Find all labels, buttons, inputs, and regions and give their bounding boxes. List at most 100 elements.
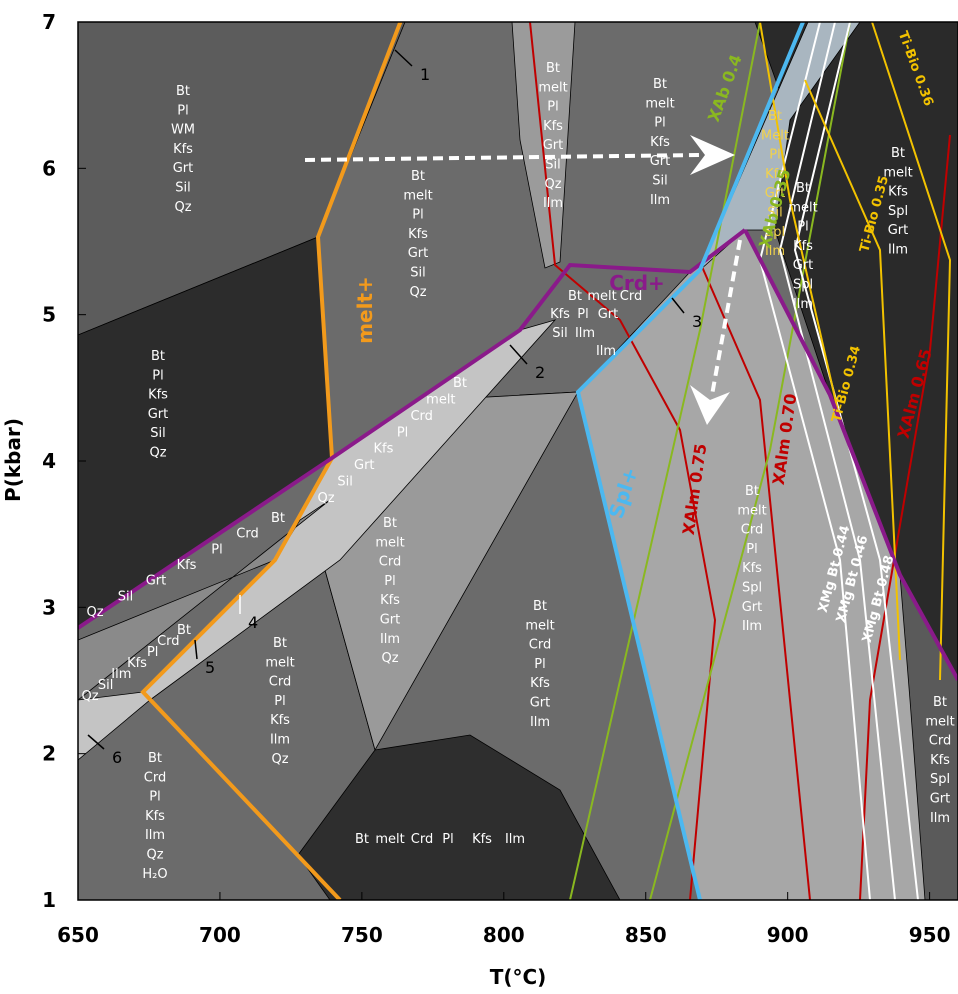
field-label: Spl xyxy=(930,772,950,787)
field-label: Crd xyxy=(379,555,401,570)
x-tick-label: 850 xyxy=(625,923,667,947)
field-label: Crd xyxy=(157,634,179,649)
field-label: melt xyxy=(737,503,766,518)
isopleth xyxy=(859,134,951,900)
x-tick-label: 900 xyxy=(767,923,809,947)
field-label: Qz xyxy=(317,491,334,506)
field-label: Bt xyxy=(745,484,759,499)
field-label: Pl xyxy=(149,790,160,805)
field-label: melt xyxy=(375,535,404,550)
field-label: Kfs xyxy=(765,167,785,182)
field-label: Pl xyxy=(547,100,558,115)
field-label: Ilm xyxy=(543,196,563,211)
callout-label: 1 xyxy=(420,65,430,84)
field-label: Bt xyxy=(271,511,285,526)
field-label: Kfs xyxy=(127,656,147,671)
field-label: melt xyxy=(538,80,567,95)
field-label: Qz xyxy=(381,651,398,666)
field-label: H₂O xyxy=(142,867,167,882)
field-label: Kfs xyxy=(177,558,197,573)
field-label: Sil xyxy=(410,266,425,281)
field-label: Grt xyxy=(146,574,167,589)
field-label: Kfs xyxy=(888,185,908,200)
field-label: Ilm xyxy=(111,667,131,682)
field-label: Ilm xyxy=(742,619,762,634)
field-label: Crd xyxy=(620,289,642,304)
isopleth xyxy=(758,22,871,900)
field-label: Grt xyxy=(793,258,814,273)
x-tick-label: 950 xyxy=(909,923,951,947)
y-axis-label: P(kbar) xyxy=(1,418,25,502)
field-label: Bt xyxy=(653,77,667,92)
field-label: Sil xyxy=(150,426,165,441)
field-label: Bt xyxy=(176,84,190,99)
field-label: Ilm xyxy=(650,193,670,208)
x-tick-label: 800 xyxy=(483,923,525,947)
callout-line xyxy=(509,344,528,365)
field-label: Ilm xyxy=(270,733,290,748)
field-label: Pl xyxy=(577,307,588,322)
field-label: Bt xyxy=(411,169,425,184)
y-tick-label: 5 xyxy=(42,303,56,327)
field-label: Grt xyxy=(930,792,951,807)
isopleth xyxy=(778,22,896,900)
field-label: Sil xyxy=(337,475,352,490)
field-label: Grt xyxy=(408,246,429,261)
field-label: Ilm xyxy=(530,715,550,730)
field-label: melt xyxy=(883,165,912,180)
field-label: melt xyxy=(403,188,432,203)
field-label: Ilm xyxy=(888,243,908,258)
field-label: WM xyxy=(171,123,195,138)
y-tick-label: 2 xyxy=(42,742,56,766)
field-label: Crd xyxy=(741,523,763,538)
field-label: Kfs xyxy=(930,753,950,768)
field-label: Pl xyxy=(654,116,665,131)
field-label: Sil xyxy=(175,181,190,196)
arrow-head xyxy=(690,385,730,425)
field-label: Bt xyxy=(568,289,582,304)
field-label: Crd xyxy=(929,734,951,749)
field-label: Grt xyxy=(598,307,619,322)
y-tick-label: 1 xyxy=(42,888,56,912)
boundary-label: melt+ xyxy=(353,276,377,344)
field-label: Bt xyxy=(383,516,397,531)
field-label: Grt xyxy=(354,458,375,473)
field-label: Pl xyxy=(534,657,545,672)
isopleth xyxy=(699,261,811,900)
field-label: Ilm xyxy=(575,326,595,341)
field-label: Kfs xyxy=(472,832,492,847)
y-tick-label: 6 xyxy=(42,156,56,180)
field-label: Crd xyxy=(410,409,432,424)
field-label: Crd xyxy=(269,675,291,690)
x-tick-label: 700 xyxy=(199,923,241,947)
field-label: Crd xyxy=(411,832,433,847)
field-label: Kfs xyxy=(742,561,762,576)
field-label: Qz xyxy=(174,200,191,215)
field-label: Grt xyxy=(765,186,786,201)
field-label: Kfs xyxy=(380,593,400,608)
x-axis-label: T(°C) xyxy=(490,965,547,989)
field-label: Qz xyxy=(409,285,426,300)
field-label: Melt xyxy=(761,128,789,143)
field-label: Sil xyxy=(118,589,133,604)
callout-label: 6 xyxy=(112,748,122,767)
field-label: Kfs xyxy=(543,119,563,134)
field-label: Grt xyxy=(530,696,551,711)
field-label: Crd xyxy=(144,770,166,785)
field-label: Sil xyxy=(652,174,667,189)
field-label: Ilm xyxy=(765,244,785,259)
field-label: Grt xyxy=(148,407,169,422)
field-label: melt xyxy=(587,289,616,304)
field-label: melt xyxy=(265,655,294,670)
isopleth xyxy=(759,22,841,421)
field-label: Bt xyxy=(933,695,947,710)
field-label: Kfs xyxy=(270,713,290,728)
field-label: Sil xyxy=(98,678,113,693)
field-label: Qz xyxy=(86,605,103,620)
field-label: melt xyxy=(788,200,817,215)
isopleth xyxy=(649,22,851,900)
field-label: Sil xyxy=(552,326,567,341)
field-label: Ilm xyxy=(596,344,616,359)
field-label: Bt xyxy=(796,181,810,196)
field-label: Qz xyxy=(81,689,98,704)
